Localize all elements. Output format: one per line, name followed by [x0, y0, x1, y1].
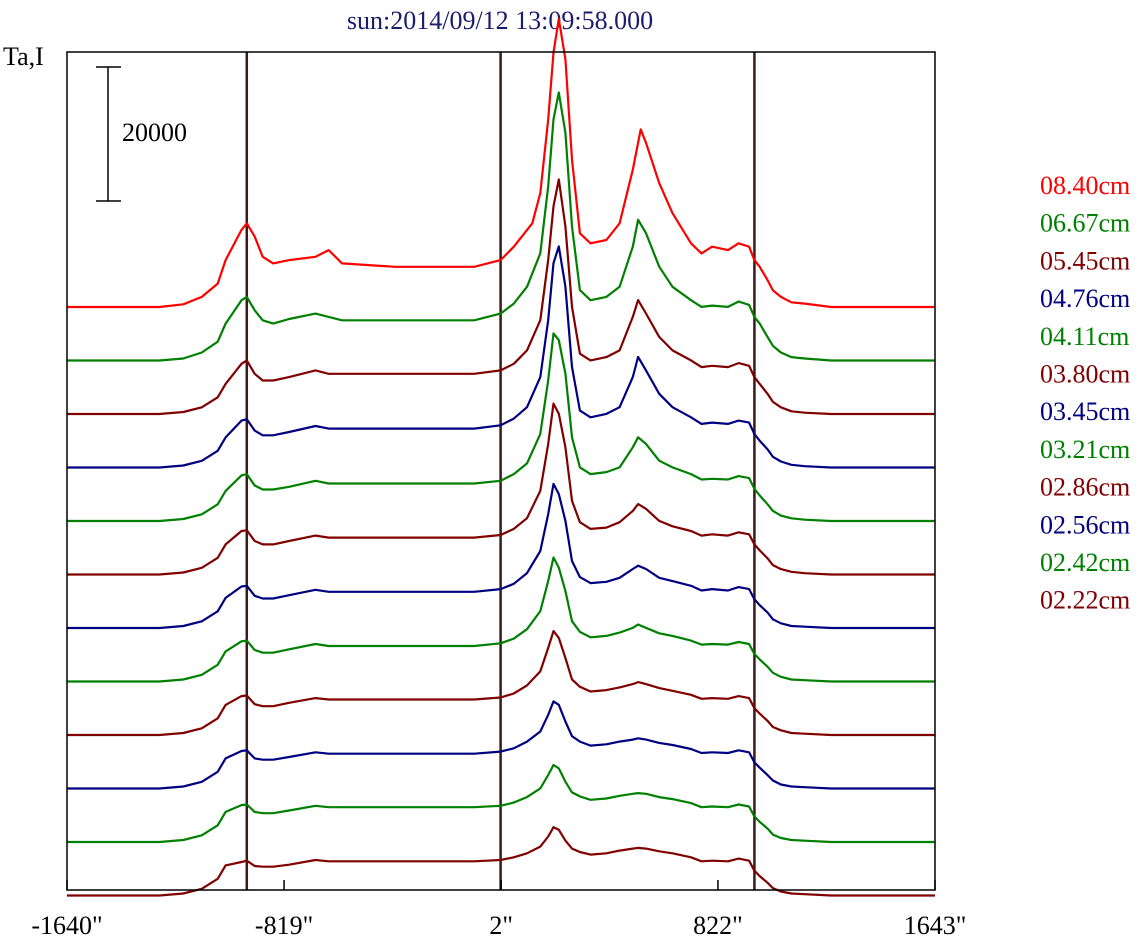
series-line-04.76cm — [67, 245, 935, 469]
series-line-06.67cm — [67, 91, 935, 362]
legend-entry: 08.40cm — [1040, 171, 1130, 200]
legend-entry: 03.21cm — [1040, 435, 1130, 464]
series-line-03.80cm — [67, 402, 935, 576]
x-tick-label: 2" — [489, 911, 513, 940]
chart-title: sun:2014/09/12 13:09:58.000 — [347, 6, 653, 35]
y-axis-label: Ta,I — [3, 42, 44, 71]
series-line-04.11cm — [67, 332, 935, 523]
legend-entry: 02.86cm — [1040, 473, 1130, 502]
x-tick-label: 822" — [693, 911, 743, 940]
legend-entry: 03.80cm — [1040, 360, 1130, 389]
legend-entry: 06.67cm — [1040, 209, 1130, 238]
series-line-02.56cm — [67, 700, 935, 790]
series-line-03.45cm — [67, 482, 935, 630]
legend-entry: 02.42cm — [1040, 548, 1130, 577]
series-line-03.21cm — [67, 556, 935, 683]
series-line-08.40cm — [67, 17, 935, 309]
legend-entry: 04.76cm — [1040, 284, 1130, 313]
series-line-02.22cm — [67, 826, 935, 897]
legend-entry: 02.22cm — [1040, 586, 1130, 615]
legend-entry: 02.56cm — [1040, 510, 1130, 539]
x-tick-label: -1640" — [31, 911, 102, 940]
legend-entry: 05.45cm — [1040, 246, 1130, 275]
series-line-02.42cm — [67, 763, 935, 844]
series-line-05.45cm — [67, 178, 935, 416]
scale-bar-label: 20000 — [122, 118, 187, 147]
x-tick-label: -819" — [255, 911, 313, 940]
legend-entry: 04.11cm — [1040, 322, 1129, 351]
x-tick-label: 1643" — [904, 911, 967, 940]
legend-entry: 03.45cm — [1040, 397, 1130, 426]
scale-bar: 20000 — [96, 66, 187, 202]
series-line-02.86cm — [67, 630, 935, 737]
